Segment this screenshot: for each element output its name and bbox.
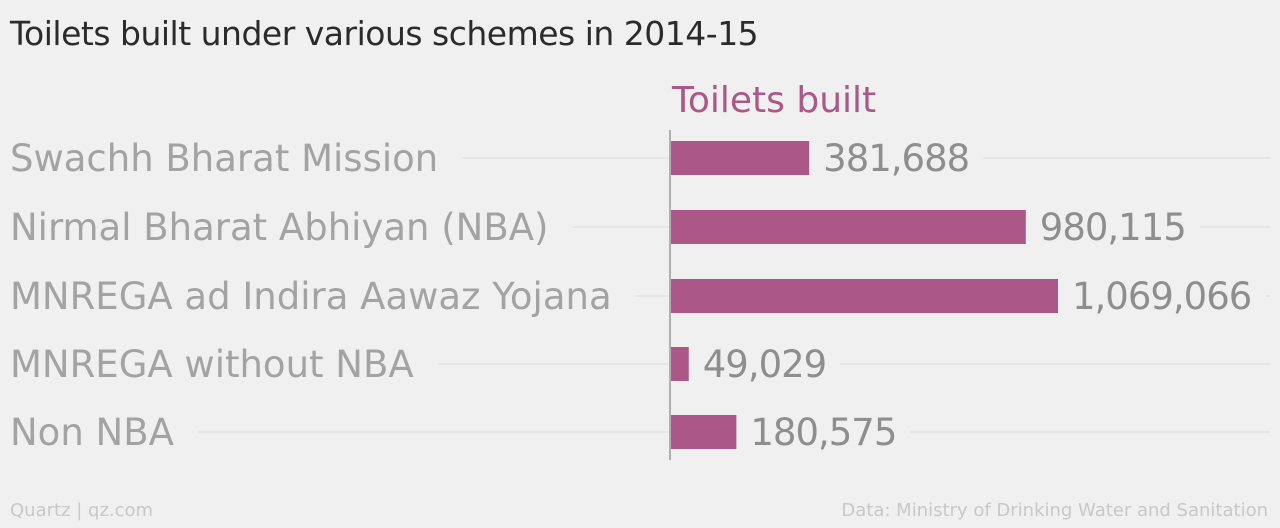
value-label-mnrega-ad-indira-aawaz-yojana: 1,069,066 xyxy=(1072,275,1251,318)
bar-nirmal-bharat-abhiyan-nba xyxy=(671,210,1026,244)
bar-mnrega-ad-indira-aawaz-yojana xyxy=(671,279,1058,313)
value-label-nirmal-bharat-abhiyan-nba: 980,115 xyxy=(1040,206,1186,249)
series-label: Toilets built xyxy=(671,80,876,121)
footer-credit: Quartz | qz.com xyxy=(10,500,154,521)
bar-non-nba xyxy=(671,415,737,449)
footer-data-source: Data: Ministry of Drinking Water and San… xyxy=(841,500,1268,521)
category-label-swachh-bharat-mission: Swachh Bharat Mission xyxy=(10,137,438,180)
value-label-non-nba: 180,575 xyxy=(750,411,896,454)
bars xyxy=(671,141,1058,449)
gridlines xyxy=(197,157,1270,433)
category-label-mnrega-without-nba: MNREGA without NBA xyxy=(10,343,414,386)
chart-title: Toilets built under various schemes in 2… xyxy=(10,14,759,53)
bar-mnrega-without-nba xyxy=(671,347,689,381)
category-label-nirmal-bharat-abhiyan-nba: Nirmal Bharat Abhiyan (NBA) xyxy=(10,206,549,249)
bar-swachh-bharat-mission xyxy=(671,141,810,175)
category-label-non-nba: Non NBA xyxy=(10,411,174,454)
category-label-mnrega-ad-indira-aawaz-yojana: MNREGA ad Indira Aawaz Yojana xyxy=(10,275,612,318)
value-label-mnrega-without-nba: 49,029 xyxy=(703,343,826,386)
value-label-swachh-bharat-mission: 381,688 xyxy=(823,137,969,180)
